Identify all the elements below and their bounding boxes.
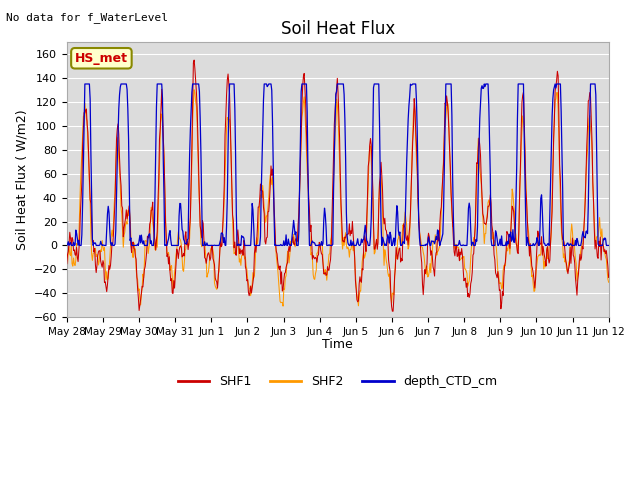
Text: HS_met: HS_met [75, 52, 128, 65]
Y-axis label: Soil Heat Flux ( W/m2): Soil Heat Flux ( W/m2) [15, 109, 28, 250]
Legend: SHF1, SHF2, depth_CTD_cm: SHF1, SHF2, depth_CTD_cm [173, 371, 503, 394]
Text: No data for f_WaterLevel: No data for f_WaterLevel [6, 12, 168, 23]
Title: Soil Heat Flux: Soil Heat Flux [280, 20, 395, 38]
X-axis label: Time: Time [323, 338, 353, 351]
